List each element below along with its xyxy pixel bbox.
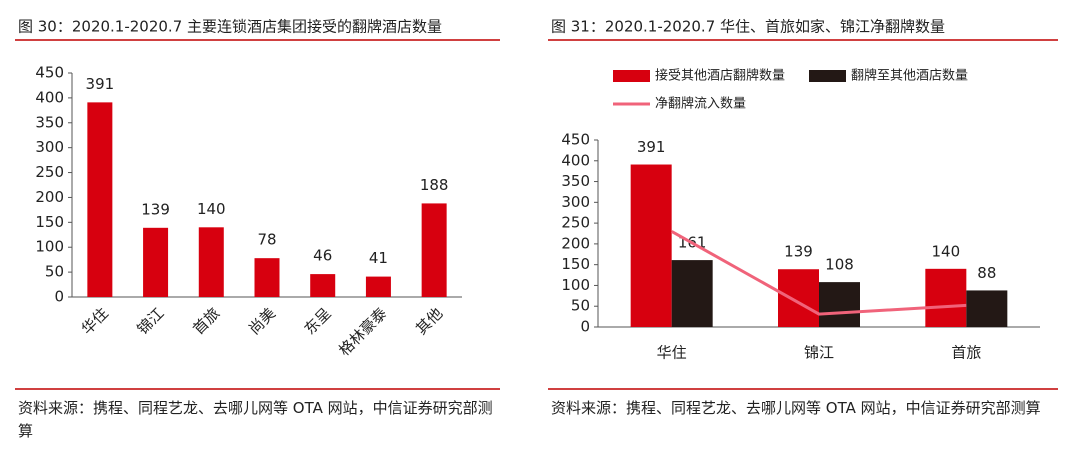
bar <box>671 260 713 327</box>
x-tick-label: 格林豪泰 <box>335 304 390 359</box>
y-tick-label: 0 <box>54 288 64 306</box>
bar <box>365 276 391 297</box>
y-tick-label: 300 <box>35 138 64 156</box>
y-tick-label: 100 <box>35 238 64 256</box>
value-label: 139 <box>141 200 170 218</box>
x-tick-label: 首旅 <box>189 304 223 338</box>
y-tick-label: 450 <box>561 131 590 149</box>
x-tick-label: 锦江 <box>134 304 168 338</box>
y-tick-label: 300 <box>561 193 590 211</box>
value-label: 41 <box>369 249 388 267</box>
y-tick-label: 150 <box>35 213 64 231</box>
chart-title: 图 31：2020.1-2020.7 华住、首旅如家、锦江净翻牌数量 <box>551 18 945 36</box>
value-label: 78 <box>257 231 276 249</box>
y-tick-label: 400 <box>561 151 590 169</box>
x-tick-label: 东呈 <box>301 304 335 338</box>
value-label: 140 <box>197 200 226 218</box>
bar <box>778 269 819 327</box>
y-tick-label: 350 <box>561 172 590 190</box>
y-tick-label: 350 <box>35 113 64 131</box>
bar <box>143 227 169 297</box>
y-tick-label: 400 <box>35 88 64 106</box>
legend-swatch <box>613 70 650 82</box>
y-tick-label: 450 <box>35 64 64 82</box>
value-label: 140 <box>932 242 961 260</box>
legend-label: 翻牌至其他酒店数量 <box>851 68 968 84</box>
y-tick-label: 0 <box>580 318 590 336</box>
y-tick-label: 150 <box>561 255 590 273</box>
y-tick-label: 50 <box>45 263 64 281</box>
value-label: 46 <box>313 247 332 265</box>
bar <box>198 227 224 297</box>
y-tick-label: 200 <box>561 234 590 252</box>
value-label: 88 <box>977 264 996 282</box>
legend-swatch <box>809 70 846 82</box>
legend-label: 净翻牌流入数量 <box>655 96 746 112</box>
chart-title: 图 30：2020.1-2020.7 主要连锁酒店集团接受的翻牌酒店数量 <box>18 18 442 36</box>
x-tick-label: 其他 <box>412 304 446 338</box>
x-tick-label: 尚美 <box>245 304 279 338</box>
bar <box>310 274 336 297</box>
bar <box>925 268 967 327</box>
x-tick-label: 锦江 <box>804 344 834 362</box>
x-tick-label: 华住 <box>78 304 112 338</box>
value-label: 139 <box>784 243 813 261</box>
y-tick-label: 250 <box>561 214 590 232</box>
legend-label: 接受其他酒店翻牌数量 <box>655 68 785 84</box>
x-tick-label: 首旅 <box>951 344 981 362</box>
x-tick-label: 华住 <box>657 344 687 362</box>
bar <box>819 282 860 327</box>
source-note: 资料来源：携程、同程艺龙、去哪儿网等 OTA 网站，中信证券研究部测算 <box>551 399 1041 417</box>
y-tick-label: 100 <box>561 276 590 294</box>
bar <box>630 164 672 327</box>
bar <box>254 258 280 297</box>
bar <box>87 102 113 297</box>
y-tick-label: 200 <box>35 188 64 206</box>
y-tick-label: 250 <box>35 163 64 181</box>
value-label: 188 <box>420 176 449 194</box>
value-label: 108 <box>825 256 854 274</box>
source-note: 资料来源：携程、同程艺龙、去哪儿网等 OTA 网站，中信证券研究部测算 <box>18 399 493 440</box>
line <box>670 230 967 316</box>
y-tick-label: 50 <box>571 297 590 315</box>
value-label: 391 <box>86 75 115 93</box>
bar <box>421 203 447 297</box>
bar <box>966 290 1008 327</box>
value-label: 391 <box>637 138 666 156</box>
